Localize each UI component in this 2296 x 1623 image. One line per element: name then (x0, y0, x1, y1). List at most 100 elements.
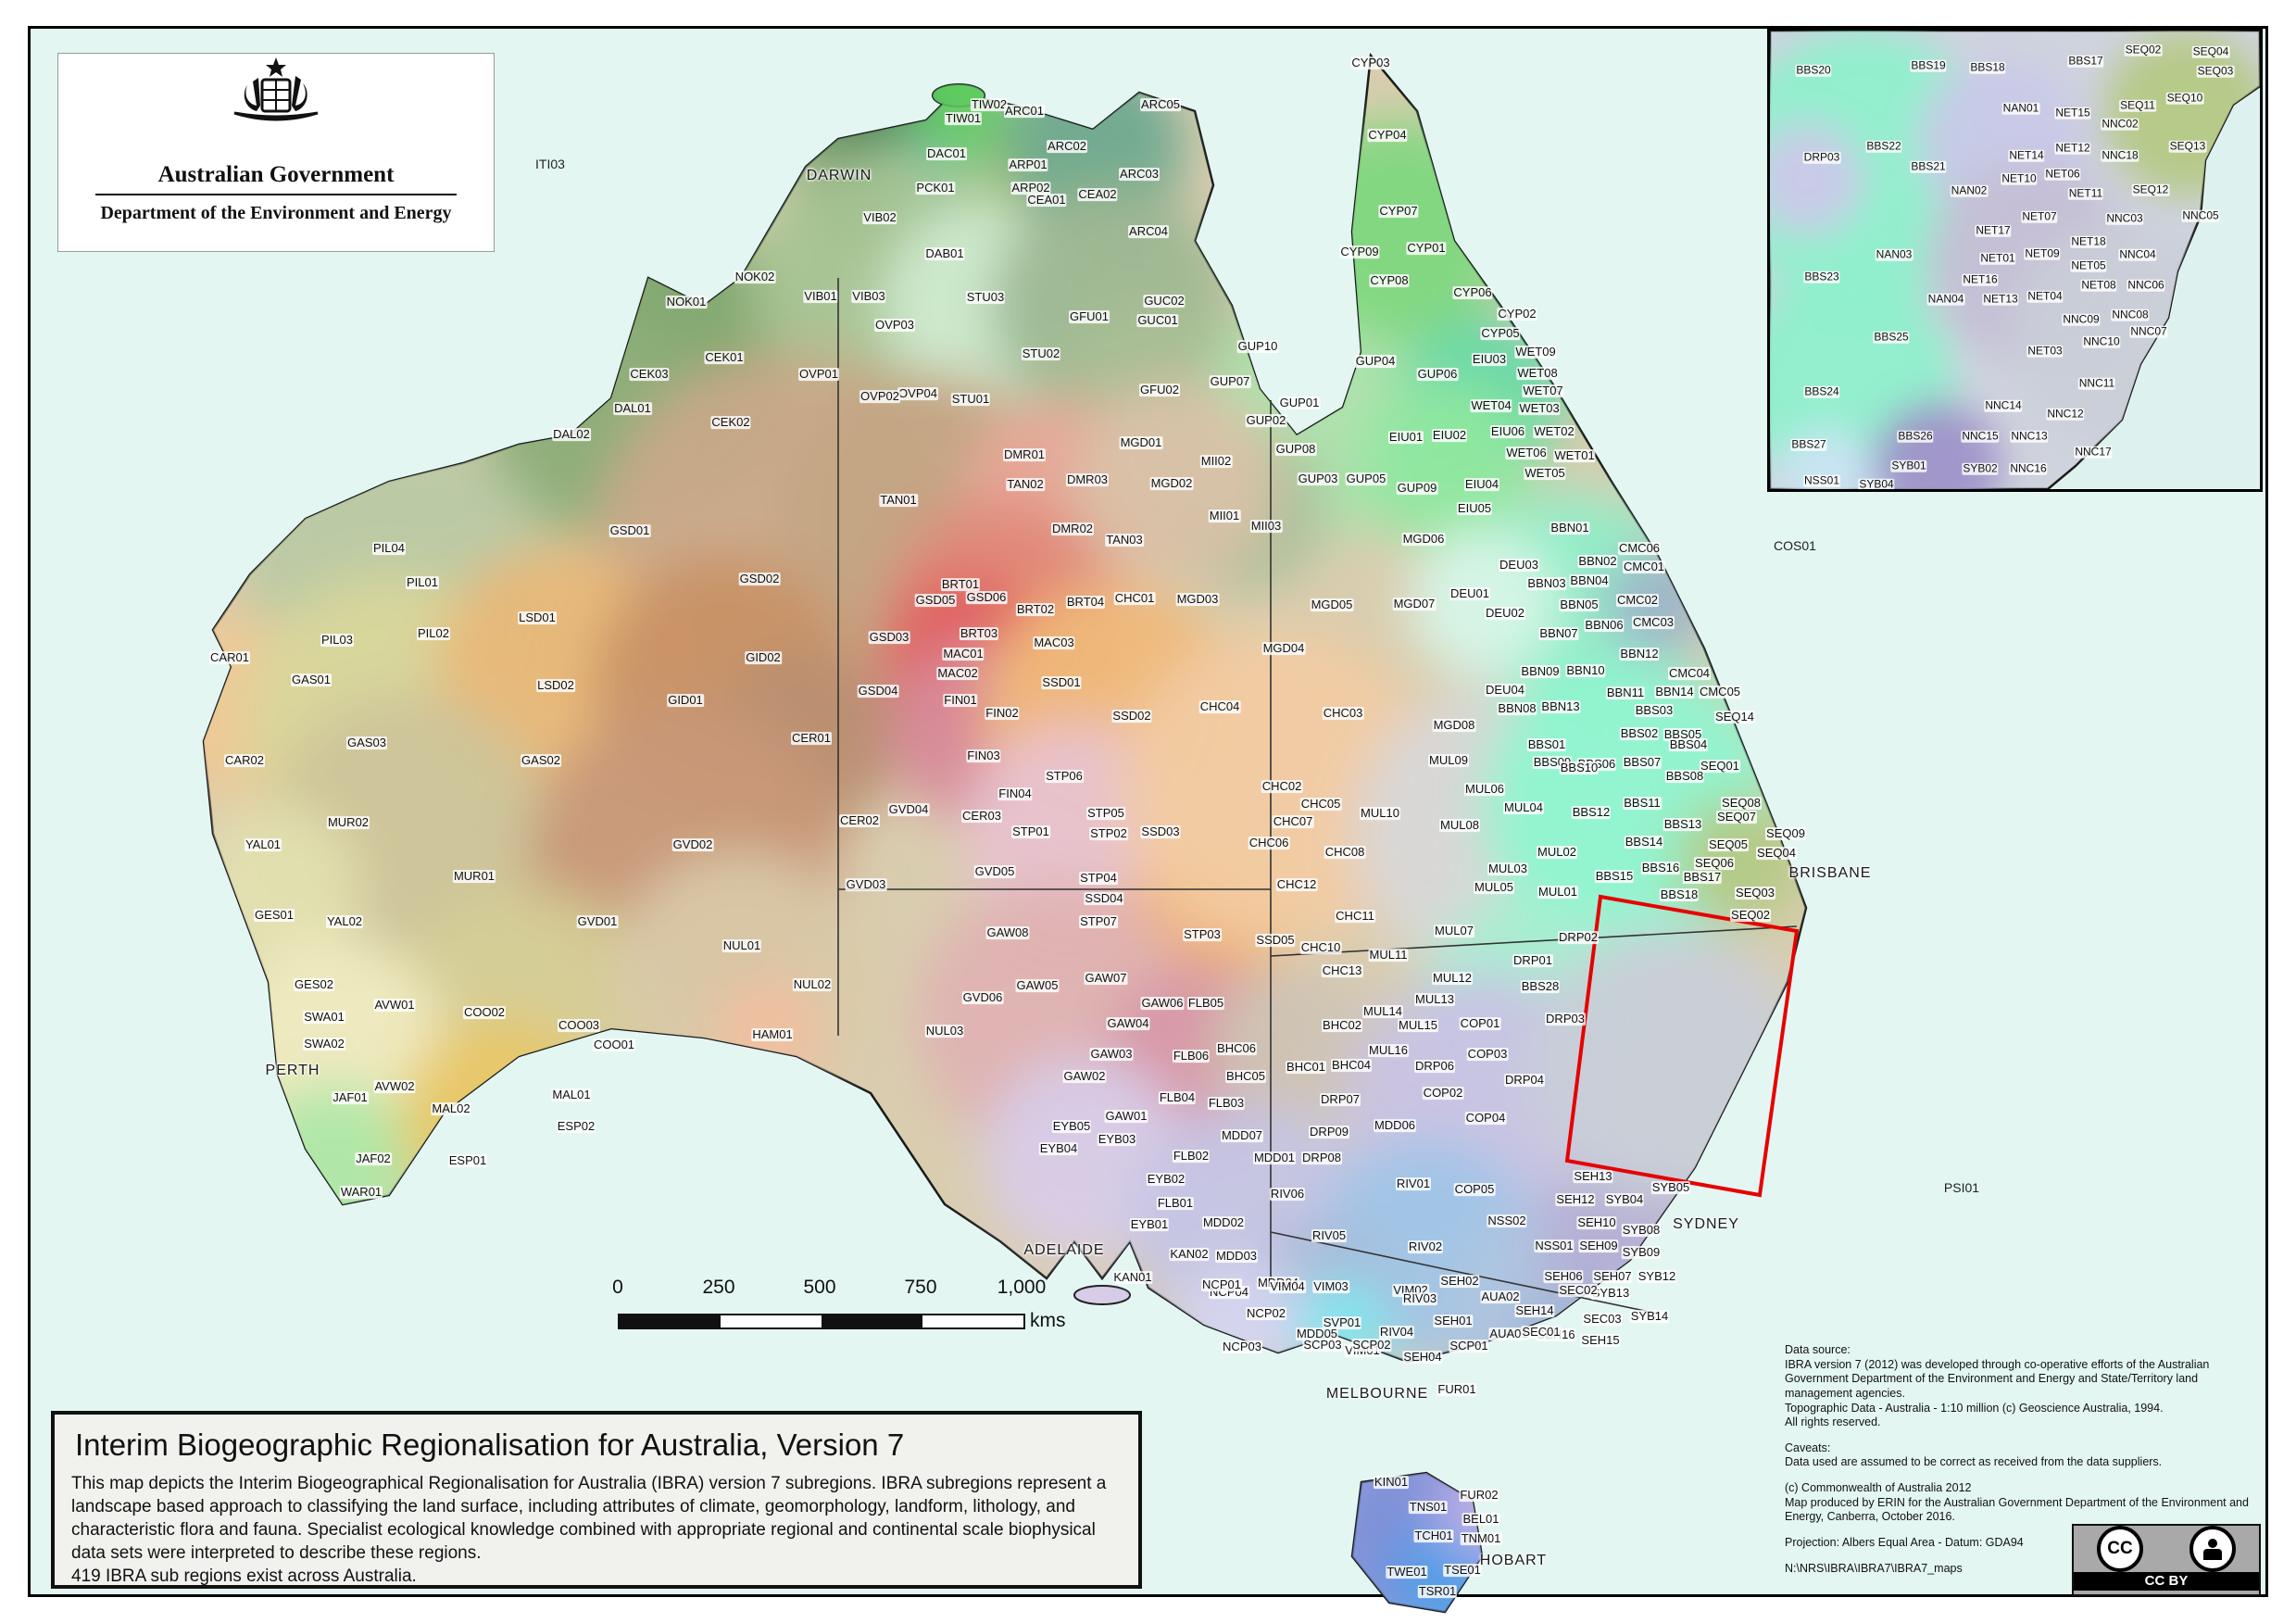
region-label: SYB14 (1629, 1309, 1670, 1324)
city-label: ADELAIDE (1023, 1242, 1105, 1258)
region-label: SYB12 (1637, 1269, 1677, 1284)
region-label: VIM04 (1269, 1279, 1306, 1294)
scale-unit: kms (1030, 1310, 1066, 1331)
region-label: NUL02 (792, 977, 833, 992)
region-label: FLB04 (1158, 1090, 1197, 1105)
kangaroo-island (1073, 1285, 1131, 1305)
region-label: GUP03 (1297, 472, 1339, 486)
region-label: DRP02 (1558, 930, 1599, 945)
region-label: EYB03 (1097, 1132, 1137, 1147)
inset-region-label: BBS21 (1910, 159, 1947, 173)
region-label: ARC04 (1128, 224, 1169, 239)
region-label: BRT02 (1015, 602, 1056, 617)
region-label: TNS01 (1408, 1500, 1449, 1515)
region-label: CYP01 (1406, 241, 1447, 256)
region-label: SYB13 (1590, 1286, 1631, 1301)
region-label: WET03 (1518, 401, 1561, 416)
region-label: BBS03 (1634, 703, 1675, 718)
inset-region-label: DRP03 (1802, 150, 1841, 164)
inset-region-label: NET13 (1982, 292, 2019, 306)
ocean-region-label: ITI03 (535, 157, 565, 171)
region-label: CMC01 (1622, 560, 1666, 574)
region-label: BRT01 (940, 577, 981, 592)
region-label: GAW08 (985, 925, 1030, 940)
region-label: BBS12 (1571, 805, 1612, 820)
credit-paragraph: Caveats: Data used are assumed to be cor… (1785, 1441, 2163, 1469)
region-label: SSD03 (1140, 824, 1181, 839)
inset-region-label: NET09 (2024, 246, 2061, 260)
region-label: NOK01 (665, 295, 708, 309)
scale-bar: 0 250 500 750 1,000 kms (602, 1269, 1084, 1334)
city-label: HOBART (1479, 1553, 1548, 1568)
region-label: SYB08 (1621, 1223, 1662, 1238)
region-label: MGD01 (1119, 435, 1163, 450)
region-label: GUP02 (1245, 413, 1287, 428)
inset-region-label: BBS27 (1790, 437, 1827, 451)
region-label: MUL10 (1360, 806, 1400, 821)
region-label: PCK01 (915, 181, 956, 195)
region-label: BBS15 (1594, 869, 1635, 884)
region-label: GID02 (745, 650, 782, 665)
inset-region-label: NET10 (2001, 171, 2038, 185)
region-label: KAN01 (1112, 1270, 1153, 1285)
region-label: OVP02 (859, 389, 900, 404)
region-label: VIM03 (1312, 1279, 1349, 1294)
region-label: TIW02 (970, 97, 1009, 112)
region-label: MUL06 (1464, 782, 1505, 797)
region-label: GVD02 (671, 837, 714, 852)
region-label: CMC06 (1617, 541, 1662, 556)
region-label: RIV05 (1311, 1228, 1348, 1243)
region-label: ARP02 (1010, 181, 1051, 195)
region-label: EIU05 (1456, 501, 1493, 516)
region-label: CYP09 (1339, 245, 1380, 259)
region-label: MDD03 (1214, 1249, 1259, 1264)
region-label: CMC05 (1698, 685, 1742, 699)
region-label: SEH12 (1555, 1192, 1596, 1207)
region-label: FLB06 (1172, 1049, 1211, 1063)
region-label: BRT03 (959, 626, 999, 641)
region-label: DMR03 (1065, 472, 1110, 487)
inset-region-label: NET01 (1979, 251, 2016, 265)
region-label: CAR02 (224, 753, 265, 768)
region-label: NCP02 (1246, 1306, 1286, 1321)
region-label: BBN04 (1569, 573, 1610, 588)
map-description: This map depicts the Interim Biogeograph… (71, 1474, 1107, 1564)
inset-region-label: NET06 (2044, 167, 2081, 181)
region-label: OVP01 (798, 367, 839, 382)
region-label: COP05 (1453, 1182, 1496, 1197)
scale-tick-row: 0 250 500 750 1,000 (602, 1269, 1084, 1298)
region-label: BBS04 (1668, 737, 1709, 752)
inset-region-label: BBS25 (1873, 330, 1910, 344)
region-label: CER03 (961, 809, 1002, 824)
inset-region-label: SEQ13 (2168, 139, 2207, 153)
region-label: FLB03 (1207, 1096, 1246, 1111)
inset-region-label: SEQ03 (2196, 64, 2235, 78)
ocean-region-label: COS01 (1774, 538, 1816, 553)
region-label: SSD04 (1084, 891, 1124, 906)
region-label: WET05 (1524, 466, 1566, 481)
region-label: BBS11 (1623, 796, 1662, 811)
region-label: CYP05 (1480, 326, 1521, 341)
cc-by-badge: CC CC BY (2072, 1524, 2261, 1596)
region-label: BBS08 (1664, 769, 1705, 784)
region-label: GUP06 (1416, 367, 1459, 382)
inset-region-label: NNC14 (1984, 398, 2023, 412)
region-label: BBN08 (1497, 701, 1537, 716)
region-label: KIN01 (1373, 1475, 1410, 1490)
region-label: SYB05 (1650, 1180, 1691, 1195)
region-label: MUR02 (326, 815, 370, 830)
region-label: EYB02 (1146, 1172, 1186, 1187)
region-label: SEC02 (1558, 1283, 1599, 1298)
region-label: GAW02 (1062, 1069, 1107, 1084)
region-label: MUL14 (1362, 1004, 1403, 1019)
city-label: SYDNEY (1673, 1216, 1739, 1232)
region-label: SWA01 (303, 1010, 345, 1025)
inset-region-label: NNC07 (2129, 324, 2168, 338)
region-label: CYP08 (1369, 273, 1410, 288)
region-label: MUL13 (1414, 992, 1455, 1007)
region-label: MUL15 (1398, 1018, 1438, 1033)
region-label: WAR01 (339, 1185, 383, 1200)
title-box: Interim Biogeographic Regionalisation fo… (51, 1411, 1142, 1589)
region-label: CER01 (791, 731, 832, 746)
region-label: COO03 (557, 1018, 601, 1033)
